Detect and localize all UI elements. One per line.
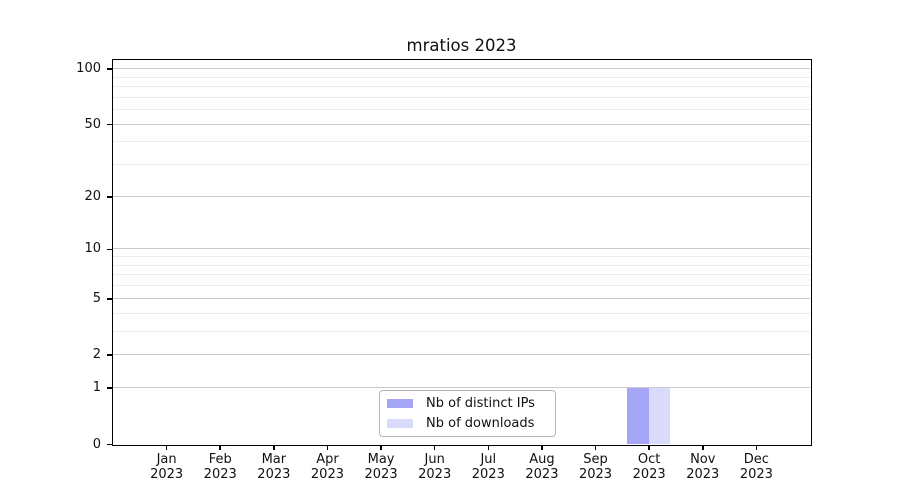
x-tick-mark [433, 444, 436, 450]
y-tick-label: 1 [92, 380, 101, 396]
y-gridline-minor [112, 86, 810, 88]
y-gridline-minor [112, 164, 810, 166]
y-tick-mark [106, 196, 112, 198]
y-tick-mark [106, 123, 112, 126]
y-tick-label: 2 [92, 347, 101, 363]
y-gridline-major [112, 123, 810, 125]
bar-nb-of-downloads [648, 387, 671, 444]
y-gridline-minor [112, 285, 810, 287]
y-gridline-major [112, 248, 810, 250]
x-tick-mark [219, 444, 221, 450]
legend-swatch-downloads [387, 419, 413, 428]
plot-area [111, 58, 812, 446]
y-tick-label: 10 [84, 241, 101, 257]
y-gridline-minor [112, 76, 810, 78]
legend-item-downloads: Nb of downloads [387, 415, 547, 432]
y-gridline-minor [112, 312, 810, 314]
y-gridline-minor [112, 141, 810, 143]
legend: Nb of distinct IPs Nb of downloads [379, 390, 556, 437]
legend-item-distinct-ips: Nb of distinct IPs [387, 395, 547, 412]
y-gridline-minor [112, 109, 810, 111]
x-tick-label: Sep 2023 [578, 451, 613, 483]
x-tick-label: Apr 2023 [310, 451, 344, 483]
y-tick-mark [106, 248, 112, 251]
x-tick-mark [541, 444, 543, 450]
y-gridline-major [112, 387, 810, 389]
bar-nb-of-distinct-ips [627, 387, 649, 444]
x-tick-mark [648, 444, 650, 450]
y-gridline-major [112, 195, 810, 197]
legend-label-downloads: Nb of downloads [426, 416, 535, 431]
y-tick-mark [106, 443, 112, 446]
y-gridline-major [112, 68, 810, 70]
y-gridline-minor [112, 256, 810, 258]
x-tick-label: Mar 2023 [257, 451, 291, 483]
y-tick-label: 50 [84, 116, 101, 132]
y-gridline-minor [112, 274, 810, 276]
x-tick-mark [326, 444, 329, 450]
y-gridline-minor [112, 96, 810, 98]
x-tick-mark [755, 444, 758, 450]
x-tick-mark [273, 444, 275, 450]
x-tick-mark [702, 444, 704, 450]
x-tick-label: Dec 2023 [739, 451, 773, 483]
x-tick-mark [380, 444, 382, 450]
legend-label-distinct-ips: Nb of distinct IPs [426, 396, 535, 411]
x-tick-mark [487, 444, 490, 450]
x-tick-label: Jan 2023 [150, 451, 184, 483]
x-tick-label: Aug 2023 [525, 451, 559, 483]
x-tick-label: Nov 2023 [686, 451, 720, 483]
y-tick-mark [106, 354, 112, 356]
y-gridline-minor [112, 330, 810, 332]
x-tick-label: Jun 2023 [418, 451, 452, 483]
x-tick-label: Oct 2023 [632, 451, 666, 483]
y-tick-mark [106, 387, 112, 389]
y-tick-label: 100 [76, 61, 101, 77]
chart-title: mratios 2023 [406, 36, 517, 55]
y-tick-mark [106, 68, 112, 70]
x-tick-label: Feb 2023 [203, 451, 237, 483]
y-tick-label: 5 [92, 290, 101, 306]
y-tick-label: 0 [92, 436, 101, 452]
y-gridline-major [112, 354, 810, 356]
x-tick-mark [594, 444, 597, 450]
legend-swatch-distinct-ips [387, 399, 413, 408]
x-tick-mark [165, 444, 168, 450]
x-tick-label: Jul 2023 [471, 451, 505, 483]
y-gridline-major [112, 297, 810, 299]
x-tick-label: May 2023 [364, 451, 398, 483]
y-gridline-minor [112, 264, 810, 266]
y-tick-mark [106, 298, 112, 300]
y-tick-label: 20 [84, 188, 101, 204]
